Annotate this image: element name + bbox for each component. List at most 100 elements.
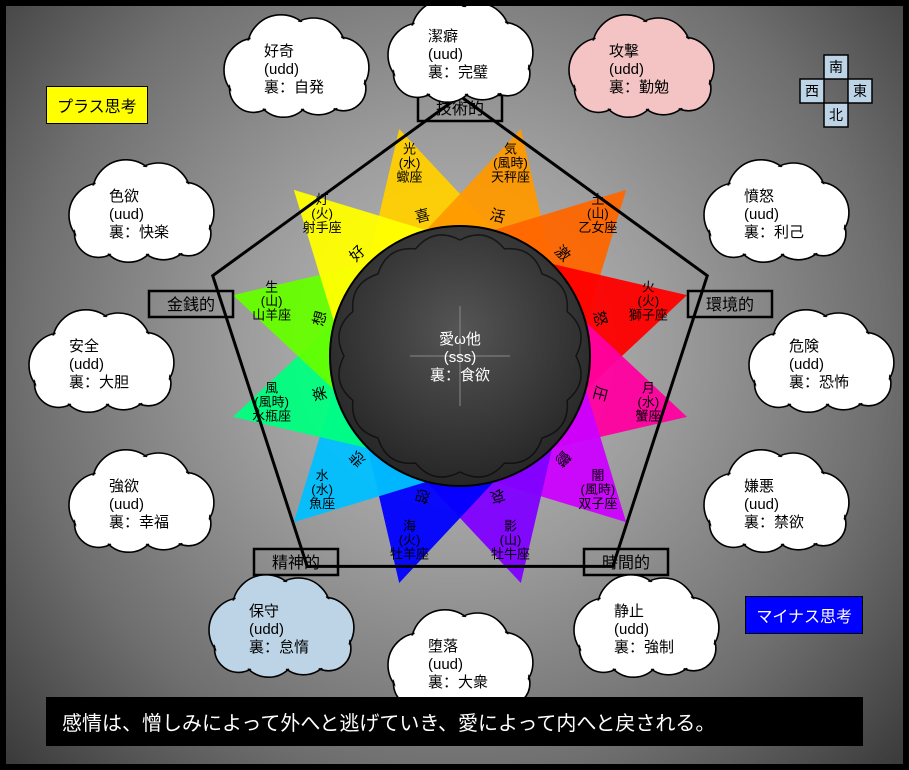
cloud-l2-0: (udd) <box>264 61 299 78</box>
cloud-l3-4: 裏：恐怖 <box>789 373 849 391</box>
cloud-0: 好奇(udd)裏：自発 <box>224 15 369 117</box>
cloud-l1-6: 静止 <box>614 603 644 620</box>
pentagon-label-2: 時間的 <box>602 554 650 572</box>
center-line2: (sss) <box>444 349 477 366</box>
cloud-l1-5: 嫌悪 <box>744 478 774 495</box>
cloud-l2-7: (uud) <box>428 656 463 673</box>
svg-text:(風時): (風時) <box>493 156 528 171</box>
svg-text:(山): (山) <box>261 294 283 309</box>
svg-text:(山): (山) <box>500 532 522 547</box>
svg-text:魚座: 魚座 <box>309 496 335 511</box>
svg-text:影: 影 <box>504 518 517 533</box>
cloud-l3-2: 裏：勤勉 <box>609 78 669 96</box>
pentagon-label-0: 技術的 <box>436 100 484 118</box>
svg-text:(水): (水) <box>311 482 333 497</box>
cloud-5: 嫌悪(uud)裏：禁欲 <box>704 450 849 552</box>
cloud-l1-3: 憤怒 <box>744 188 774 205</box>
cloud-l3-9: 裏：幸福 <box>109 513 169 531</box>
cloud-l2-8: (udd) <box>249 621 284 638</box>
cloud-l2-10: (udd) <box>69 356 104 373</box>
svg-text:光: 光 <box>403 142 416 157</box>
cloud-l1-8: 保守 <box>249 603 279 620</box>
svg-text:乙女座: 乙女座 <box>578 220 617 235</box>
compass-indicator: 南 北 西 東 <box>800 55 872 127</box>
cloud-l3-10: 裏：大胆 <box>69 373 129 391</box>
svg-text:天秤座: 天秤座 <box>491 170 530 185</box>
cloud-3: 憤怒(uud)裏：利己 <box>704 160 849 262</box>
cloud-l2-6: (udd) <box>614 621 649 638</box>
center-line1: 愛ω他 <box>439 331 481 348</box>
cloud-l1-1: 潔癖 <box>428 28 458 45</box>
cloud-4: 危険(udd)裏：恐怖 <box>749 310 894 412</box>
svg-text:火: 火 <box>642 280 655 295</box>
cloud-l2-11: (uud) <box>109 206 144 223</box>
cloud-l2-2: (udd) <box>609 61 644 78</box>
svg-text:(風時): (風時) <box>254 394 289 409</box>
svg-text:(火): (火) <box>638 294 660 309</box>
cloud-l2-1: (uud) <box>428 46 463 63</box>
cloud-l3-7: 裏：大衆 <box>428 673 488 691</box>
svg-text:風: 風 <box>265 380 278 395</box>
svg-text:獅子座: 獅子座 <box>629 308 668 323</box>
cloud-l1-0: 好奇 <box>264 43 294 60</box>
cloud-l2-5: (uud) <box>744 496 779 513</box>
cloud-10: 安全(udd)裏：大胆 <box>29 310 174 412</box>
cloud-l3-8: 裏：怠惰 <box>249 638 309 656</box>
compass-w: 西 <box>805 83 819 99</box>
svg-text:(水): (水) <box>399 156 421 171</box>
svg-text:蠍座: 蠍座 <box>397 170 423 185</box>
svg-text:(火): (火) <box>399 532 421 547</box>
svg-text:山羊座: 山羊座 <box>252 308 291 323</box>
cloud-l3-6: 裏：強制 <box>614 638 674 656</box>
svg-text:双子座: 双子座 <box>578 496 617 511</box>
svg-text:牡羊座: 牡羊座 <box>390 546 429 561</box>
cloud-l3-1: 裏：完璧 <box>428 63 488 81</box>
pentagon-label-3: 精神的 <box>272 554 320 572</box>
footer-caption: 感情は、憎しみによって外へと逃げていき、愛によって内へと戻される。 <box>46 697 863 746</box>
pentagon-label-1: 環境的 <box>706 295 754 314</box>
center-line3: 裏：食欲 <box>430 366 490 384</box>
svg-text:(火): (火) <box>311 206 333 221</box>
center-circle: 愛ω他(sss)裏：食欲 <box>330 226 590 486</box>
cloud-11: 色欲(uud)裏：快楽 <box>69 160 214 262</box>
svg-text:月: 月 <box>642 380 655 395</box>
svg-text:牡牛座: 牡牛座 <box>491 546 530 561</box>
cloud-l2-9: (uud) <box>109 496 144 513</box>
cloud-l2-3: (uud) <box>744 206 779 223</box>
svg-text:土: 土 <box>591 192 604 207</box>
diagram-frame: プラス思考 マイナス思考 愛ω他(sss)裏：食欲 技術的環境的時間的精神的金銭… <box>0 0 909 770</box>
cloud-6: 静止(udd)裏：強制 <box>574 575 719 677</box>
cloud-l1-11: 色欲 <box>109 188 139 205</box>
cloud-l3-5: 裏：禁欲 <box>744 513 804 531</box>
cloud-l1-4: 危険 <box>789 338 819 355</box>
svg-text:水: 水 <box>316 468 329 483</box>
cloud-9: 強欲(uud)裏：幸福 <box>69 450 214 552</box>
svg-text:射手座: 射手座 <box>303 220 342 235</box>
cloud-1: 潔癖(uud)裏：完璧 <box>388 6 533 102</box>
cloud-l3-3: 裏：利己 <box>744 223 804 241</box>
compass-n: 南 <box>829 59 843 75</box>
cloud-l3-11: 裏：快楽 <box>109 223 169 241</box>
cloud-l1-2: 攻撃 <box>609 43 639 60</box>
svg-text:生: 生 <box>265 280 278 295</box>
compass-e: 東 <box>853 83 867 99</box>
pentagon-label-4: 金銭的 <box>167 296 215 314</box>
cloud-8: 保守(udd)裏：怠惰 <box>209 575 354 677</box>
svg-text:(水): (水) <box>638 394 660 409</box>
cloud-l2-4: (udd) <box>789 356 824 373</box>
cloud-l3-0: 裏：自発 <box>264 78 324 96</box>
svg-text:水瓶座: 水瓶座 <box>252 408 291 423</box>
svg-text:気: 気 <box>504 142 517 157</box>
cloud-2: 攻撃(udd)裏：勤勉 <box>569 15 714 117</box>
svg-text:闇: 闇 <box>591 468 604 483</box>
cloud-l1-7: 堕落 <box>428 637 458 655</box>
svg-text:(山): (山) <box>587 206 609 221</box>
compass-s: 北 <box>829 107 843 123</box>
minus-thinking-label: マイナス思考 <box>745 596 863 634</box>
svg-text:灯: 灯 <box>316 192 329 207</box>
svg-text:海: 海 <box>403 518 416 533</box>
cloud-l1-10: 安全 <box>69 337 99 355</box>
svg-text:(風時): (風時) <box>581 482 616 497</box>
svg-text:蟹座: 蟹座 <box>635 408 661 423</box>
cloud-l1-9: 強欲 <box>109 478 139 495</box>
